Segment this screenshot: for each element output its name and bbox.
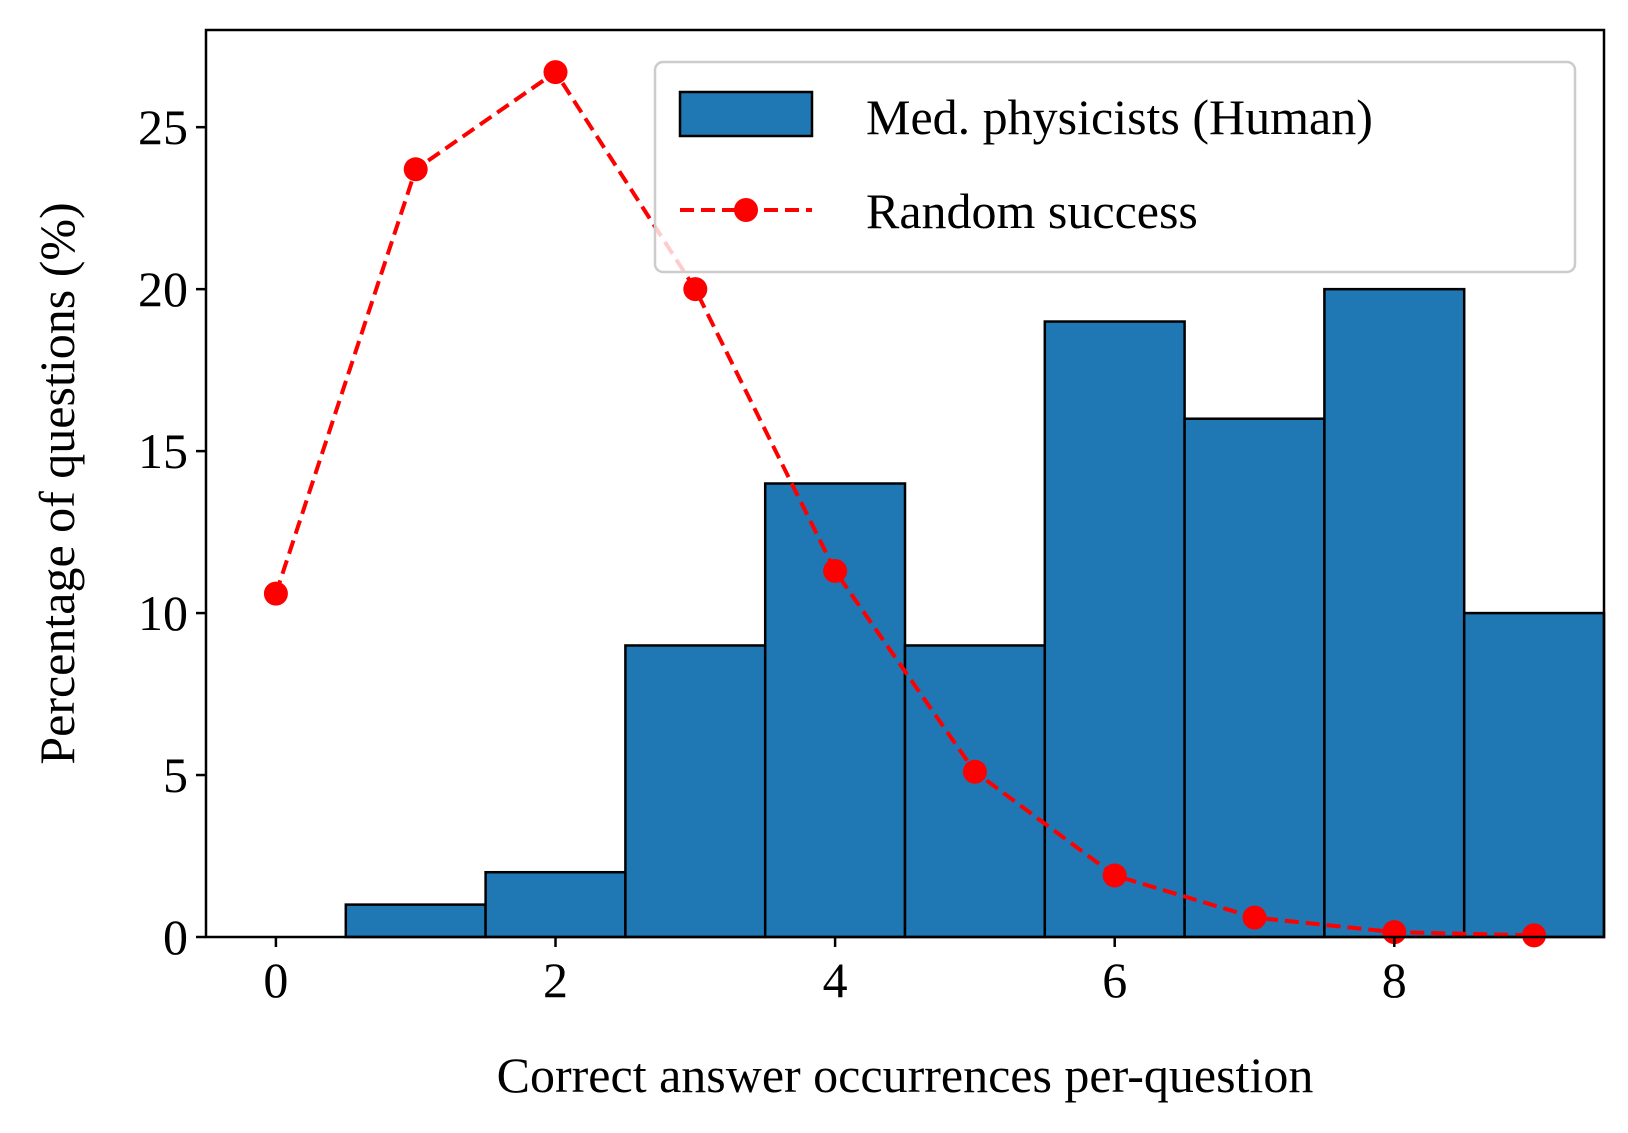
plot-frame: [204, 28, 1606, 939]
bar-7: [1183, 417, 1326, 939]
bar-5: [903, 644, 1047, 939]
random-point-3: [683, 277, 708, 302]
x-tick-label-4: 4: [823, 952, 848, 1008]
y-axis: 0 5 10 15 20 25: [138, 99, 206, 965]
x-axis: 0 2 4 6 8: [263, 937, 1407, 1008]
x-tick-label-6: 6: [1102, 952, 1127, 1008]
random-point-1: [403, 157, 428, 182]
y-tick-label-0: 0: [163, 909, 188, 965]
random-point-0: [263, 581, 288, 606]
bar-3: [624, 644, 767, 939]
bar-1: [344, 903, 487, 939]
y-tick-label-20: 20: [138, 261, 188, 317]
x-axis-label: Correct answer occurrences per-question: [497, 1047, 1314, 1103]
x-tick-label-2: 2: [543, 952, 568, 1008]
bar-6: [1043, 320, 1186, 939]
y-tick-label-25: 25: [138, 99, 188, 155]
y-axis-label: Percentage of questions (%): [29, 202, 85, 764]
random-point-5: [962, 759, 987, 784]
legend-label-human: Med. physicists (Human): [866, 89, 1373, 145]
legend-marker-random: [734, 198, 758, 222]
random-point-6: [1102, 863, 1127, 888]
random-success-line: [274, 69, 1535, 938]
random-point-4: [823, 558, 848, 583]
random-point-9: [1522, 923, 1547, 948]
x-tick-label-8: 8: [1382, 952, 1407, 1008]
legend: Med. physicists (Human) Random success: [653, 60, 1577, 274]
bar-8: [1323, 287, 1466, 939]
line-layer: [263, 60, 1547, 948]
y-tick-label-5: 5: [163, 747, 188, 803]
legend-swatch-human: [678, 90, 814, 138]
bar-2: [484, 870, 627, 939]
random-point-2: [543, 60, 568, 85]
bar-9: [1462, 611, 1606, 939]
x-tick-label-0: 0: [263, 952, 288, 1008]
random-point-7: [1242, 905, 1267, 930]
legend-frame: [653, 60, 1577, 274]
bar-4: [763, 482, 907, 939]
y-tick-label-10: 10: [138, 585, 188, 641]
y-tick-label-15: 15: [138, 423, 188, 479]
bars-layer: [344, 287, 1606, 939]
legend-label-random: Random success: [866, 183, 1198, 239]
